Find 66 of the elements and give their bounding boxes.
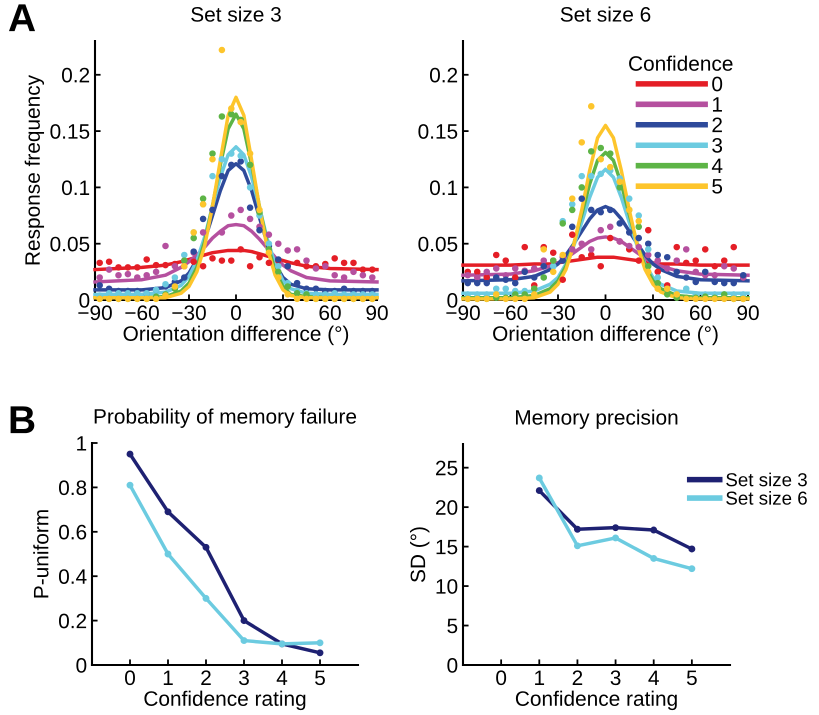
y-tick-label: 0.05	[50, 236, 90, 252]
x-tick-label: 60	[319, 305, 341, 320]
y-axis-title: Response frequency	[24, 74, 44, 264]
text: A	[8, 4, 36, 32]
y-tick-label: 0.15	[50, 124, 90, 139]
y-tick-label: 0.2	[58, 614, 86, 628]
y-tick-label: 5	[447, 618, 458, 634]
x-axis-title: Confidence rating	[516, 690, 677, 710]
x-tick-label: 2	[201, 670, 211, 685]
legend-label: 1	[712, 97, 722, 112]
y-axis-title: SD (°)	[410, 527, 430, 582]
y-tick-label: 0.05	[418, 236, 458, 252]
chart-title: Set size 6	[560, 6, 650, 22]
x-tick-label: −60	[125, 305, 159, 320]
x-tick-label: 30	[272, 305, 294, 320]
x-tick-label: 60	[690, 305, 712, 320]
legend-title: Confidence	[629, 56, 732, 71]
x-tick-label: 5	[686, 670, 697, 686]
x-tick-label: −30	[541, 305, 575, 320]
y-tick-label: 0.2	[430, 68, 458, 83]
y-tick-label: 0.6	[58, 524, 86, 540]
legend-label: Set size 6	[726, 491, 807, 505]
y-tick-label: 20	[436, 500, 458, 515]
x-tick-label: 30	[642, 305, 664, 320]
y-tick-label: 25	[436, 460, 458, 476]
x-tick-label: 5	[315, 670, 325, 686]
y-tick-label: 0.1	[62, 180, 90, 196]
x-tick-label: 0	[231, 305, 241, 320]
y-tick-label: 0	[447, 658, 458, 673]
x-tick-label: 4	[276, 670, 288, 685]
x-tick-label: 0	[125, 670, 135, 686]
x-tick-label: 1	[164, 670, 173, 685]
chart-title: Probability of memory failure	[94, 408, 356, 428]
x-tick-label: 0	[496, 670, 506, 686]
x-tick-label: 3	[610, 670, 620, 686]
x-tick-label: −60	[494, 305, 528, 320]
y-tick-label: 0.8	[58, 480, 86, 496]
legend-label: 5	[712, 179, 722, 194]
y-tick-label: 0.15	[418, 124, 458, 139]
y-axis-title: P-uniform	[33, 510, 49, 598]
text: B	[10, 406, 34, 434]
x-tick-label: 90	[366, 305, 388, 320]
x-tick-label: 3	[239, 670, 249, 686]
x-tick-label: 90	[737, 305, 759, 320]
x-axis-title: Orientation difference (°)	[493, 326, 718, 346]
x-tick-label: 1	[535, 670, 544, 685]
legend-label: 2	[712, 118, 722, 132]
y-tick-label: 10	[436, 579, 458, 594]
y-tick-label: 0.4	[58, 569, 87, 584]
y-tick-label: 15	[436, 540, 458, 554]
x-tick-label: 0	[600, 305, 610, 320]
y-tick-label: 0.2	[62, 68, 90, 83]
legend-label: 0	[712, 76, 722, 92]
x-tick-label: 4	[648, 670, 659, 685]
legend-label: 3	[712, 138, 722, 153]
x-axis-title: Confidence rating	[144, 690, 306, 710]
chart-title: Set size 3	[191, 6, 281, 22]
y-tick-label: 1	[77, 436, 86, 451]
y-tick-label: 0.1	[430, 180, 458, 196]
y-tick-label: 0	[76, 658, 86, 673]
chart-title: Memory precision	[516, 409, 678, 429]
x-tick-label: 2	[572, 670, 582, 685]
legend-label: Set size 3	[726, 472, 807, 486]
x-axis-title: Orientation difference (°)	[124, 326, 348, 346]
x-tick-label: −30	[172, 305, 206, 320]
legend-label: 4	[712, 158, 722, 173]
